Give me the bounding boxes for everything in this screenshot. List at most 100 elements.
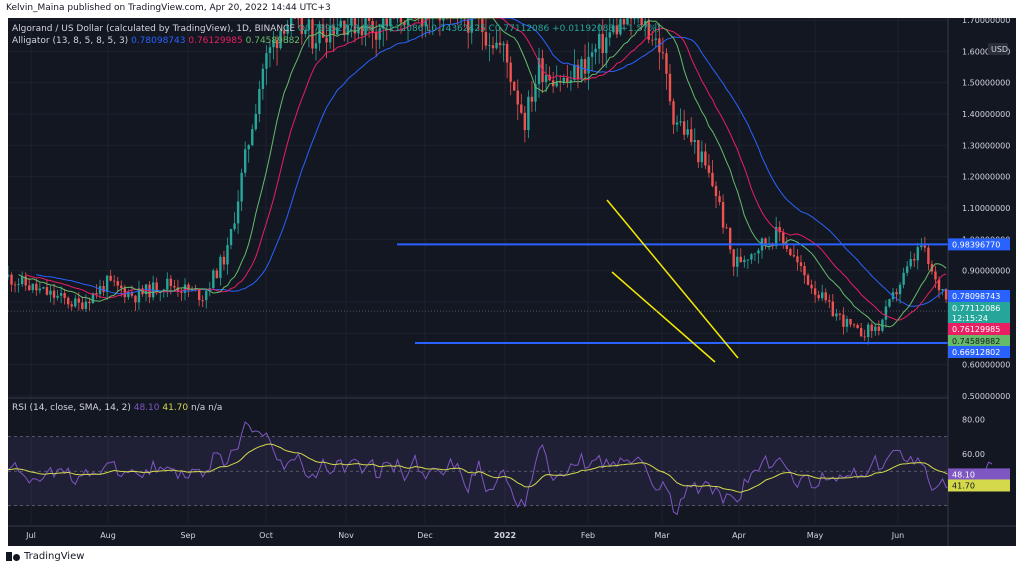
alligator-jaw-value: 0.78098743 xyxy=(131,36,186,46)
candle-body xyxy=(856,324,859,329)
candle-body xyxy=(91,293,95,304)
candle-body xyxy=(647,20,650,40)
publisher-line: Kelvin_Maina published on TradingView.co… xyxy=(6,3,331,13)
candle-body xyxy=(750,254,753,260)
candle-body xyxy=(594,48,597,53)
price-tick-label: 1.10000000 xyxy=(962,204,1010,213)
price-tick-label: 0.50000000 xyxy=(962,392,1010,401)
candle-body xyxy=(704,151,707,166)
candle-body xyxy=(88,301,91,304)
candle-body xyxy=(721,201,725,228)
lips-badge-text: 0.74589882 xyxy=(952,337,1000,346)
candle-body xyxy=(863,336,866,338)
candle-body xyxy=(183,284,187,293)
candle-body xyxy=(130,291,134,296)
rsi-na-1: n/a xyxy=(191,403,206,413)
candle-body xyxy=(654,38,658,40)
price-tick-label: 0.90000000 xyxy=(962,267,1010,276)
candle-body xyxy=(867,324,870,338)
candle-body xyxy=(838,313,842,315)
candle-body xyxy=(502,43,505,46)
candle-body xyxy=(236,201,240,224)
candle-body xyxy=(714,185,718,197)
candle-body xyxy=(343,20,346,36)
candle-body xyxy=(339,20,342,28)
candle-body xyxy=(247,145,250,150)
candle-body xyxy=(311,19,314,49)
candle-body xyxy=(187,284,190,291)
candle-body xyxy=(332,25,335,35)
candle-body xyxy=(258,88,261,114)
channel-upper-line xyxy=(606,199,739,359)
channel-lower-line xyxy=(611,271,716,363)
candle-body xyxy=(52,290,56,298)
candle-body xyxy=(318,24,321,44)
alligator-label: Alligator (13, 8, 5, 8, 5, 3) xyxy=(12,36,129,46)
candle-body xyxy=(297,18,300,19)
time-axis-label: Sep xyxy=(180,531,195,540)
candle-body xyxy=(831,301,835,317)
candle-body xyxy=(920,245,923,248)
candle-body xyxy=(941,289,944,291)
candle-body xyxy=(668,73,672,102)
candle-body xyxy=(640,18,643,26)
candle-body xyxy=(120,285,123,289)
time-axis-label: May xyxy=(807,531,824,540)
levels xyxy=(8,199,948,363)
candle-body xyxy=(105,275,109,292)
candle-body xyxy=(909,259,912,267)
candle-body xyxy=(778,227,781,233)
candle-body xyxy=(799,262,803,267)
candle-body xyxy=(166,278,169,290)
candle-body xyxy=(675,122,679,125)
candle-body xyxy=(180,291,183,293)
last-price-badge-text: 12:15:24 xyxy=(952,314,988,323)
candle-body xyxy=(374,32,378,40)
candle-body xyxy=(268,47,272,54)
candle-body xyxy=(803,266,806,276)
candle-body xyxy=(842,314,845,327)
rsi-value: 48.10 xyxy=(133,403,160,413)
candle-body xyxy=(406,18,410,25)
candle-body xyxy=(463,18,466,20)
candle-body xyxy=(874,326,877,332)
candle-body xyxy=(937,279,941,291)
candle-body xyxy=(438,18,442,21)
candle-body xyxy=(389,18,392,27)
candle-body xyxy=(753,253,757,255)
publisher-bar: Kelvin_Maina published on TradingView.co… xyxy=(0,0,1024,18)
candle-body xyxy=(95,293,98,295)
time-axis-label: Jun xyxy=(891,531,905,540)
candle-body xyxy=(824,292,827,301)
price-tick-label: 0.60000000 xyxy=(962,361,1010,370)
candle-body xyxy=(219,256,222,278)
candle-body xyxy=(590,52,594,57)
candle-body xyxy=(491,45,495,49)
candle-body xyxy=(601,33,604,54)
price-chart[interactable]: 1.70000000 1.60000000 1.50000000 1.40000000… xyxy=(6,0,1016,546)
candle-body xyxy=(205,290,208,301)
candle-body xyxy=(707,165,711,173)
candle-body xyxy=(169,278,173,287)
candle-body xyxy=(6,274,10,277)
candle-body xyxy=(442,18,445,21)
time-axis-label: Mar xyxy=(654,531,670,540)
candle-body xyxy=(272,39,275,48)
price-tick-label: 1.40000000 xyxy=(962,110,1010,119)
candle-body xyxy=(74,298,77,307)
brand[interactable]: TradingView xyxy=(6,551,84,562)
candle-body xyxy=(877,326,881,331)
candle-body xyxy=(229,229,233,246)
candle-body xyxy=(672,101,675,125)
candle-body xyxy=(852,324,856,326)
candle-body xyxy=(81,302,84,309)
candle-body xyxy=(690,129,693,143)
candle-body xyxy=(902,272,905,285)
candle-body xyxy=(888,299,891,307)
candle-body xyxy=(505,43,509,63)
time-axis-label: Oct xyxy=(259,531,273,540)
chart-panel[interactable]: 1.70000000 1.60000000 1.50000000 1.40000000… xyxy=(6,0,1016,546)
candle-body xyxy=(45,287,49,295)
candle-body xyxy=(300,18,304,34)
